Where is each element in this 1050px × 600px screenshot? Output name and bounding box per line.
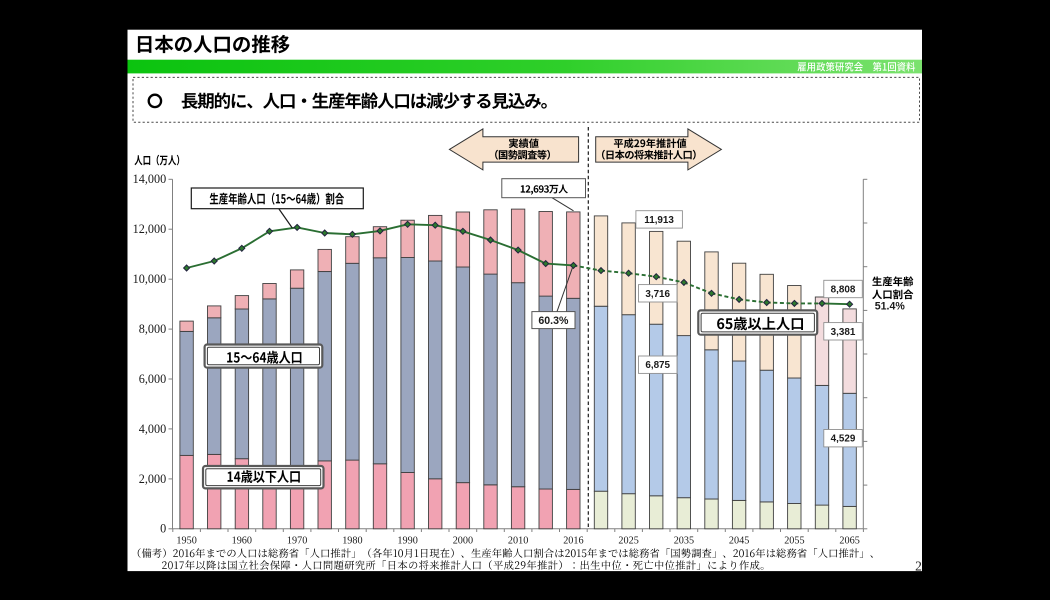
svg-text:3,716: 3,716 — [645, 289, 670, 300]
svg-text:6,000: 6,000 — [139, 372, 166, 386]
svg-text:8,000: 8,000 — [139, 322, 166, 336]
svg-text:10,000: 10,000 — [133, 272, 167, 286]
svg-text:2010: 2010 — [508, 535, 528, 546]
svg-text:2,000: 2,000 — [139, 472, 166, 486]
svg-text:11,913: 11,913 — [644, 215, 674, 226]
svg-text:0: 0 — [160, 522, 166, 536]
svg-text:1970: 1970 — [287, 535, 307, 546]
svg-text:51.4%: 51.4% — [875, 300, 906, 312]
svg-text:1950: 1950 — [176, 535, 196, 546]
svg-text:3,381: 3,381 — [831, 327, 856, 338]
svg-text:2065: 2065 — [839, 535, 859, 546]
svg-text:1990: 1990 — [397, 535, 417, 546]
svg-text:6,875: 6,875 — [645, 360, 670, 371]
svg-text:2016: 2016 — [563, 535, 583, 546]
svg-text:2045: 2045 — [729, 535, 749, 546]
svg-text:4,000: 4,000 — [139, 422, 166, 436]
svg-text:4,529: 4,529 — [831, 434, 856, 445]
svg-text:1980: 1980 — [342, 535, 362, 546]
svg-text:2055: 2055 — [784, 535, 804, 546]
svg-text:12,000: 12,000 — [133, 222, 167, 236]
svg-text:1960: 1960 — [232, 535, 252, 546]
svg-text:8,808: 8,808 — [831, 285, 856, 296]
svg-text:2: 2 — [915, 559, 922, 574]
svg-text:60.3%: 60.3% — [538, 315, 569, 327]
svg-text:2035: 2035 — [674, 535, 694, 546]
svg-text:2000: 2000 — [453, 535, 473, 546]
svg-text:14,000: 14,000 — [133, 172, 167, 186]
svg-text:2025: 2025 — [618, 535, 638, 546]
